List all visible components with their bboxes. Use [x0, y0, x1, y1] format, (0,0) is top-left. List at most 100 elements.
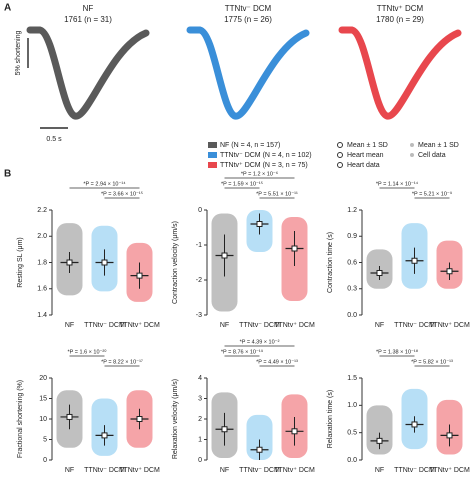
panel-label: B — [4, 169, 11, 180]
y-label: Relaxation velocity (μm/s) — [172, 379, 179, 459]
y-tick-label: 2.2 — [37, 207, 47, 214]
legend-symbol — [337, 152, 343, 158]
trace-title: NF — [83, 4, 94, 13]
heart-mean — [376, 437, 383, 444]
y-tick-label: 1.4 — [37, 312, 47, 319]
y-tick-label: 3 — [198, 395, 202, 402]
x-tick-label: NF — [375, 467, 384, 474]
significance-label: *P = 8.76 × 10⁻¹⁹ — [221, 348, 263, 355]
x-tick-label: TTNtv⁻ DCM — [394, 322, 435, 329]
x-tick-label: NF — [220, 467, 229, 474]
x-tick-label: TTNtv⁺ DCM — [274, 467, 315, 474]
significance-label: *P = 1.59 × 10⁻¹⁵ — [221, 180, 263, 187]
y-tick-label: 1.6 — [37, 286, 47, 293]
heart-mean — [66, 259, 73, 266]
trace — [186, 26, 310, 120]
heart-mean — [411, 257, 418, 264]
significance-label: *P = 3.66 × 10⁻¹⁵ — [101, 190, 143, 197]
heart-mean — [136, 416, 143, 422]
y-tick-label: 20 — [39, 375, 47, 382]
legend-label: NF (N = 4, n = 157) — [220, 142, 280, 149]
significance-label: *P = 1.2 × 10⁻⁶ — [241, 170, 278, 177]
significance-label: *P = 4.39 × 10⁻² — [240, 339, 280, 345]
panel-label: A — [4, 3, 11, 14]
x-tick-label: TTNtv⁺ DCM — [274, 322, 315, 329]
legend-label: Cell data — [418, 152, 446, 159]
y-tick-label: 4 — [198, 375, 202, 382]
x-tick-label: NF — [375, 322, 384, 329]
x-tick-label: TTNtv⁺ DCM — [119, 322, 160, 329]
cell-data-range — [366, 405, 393, 455]
x-tick-label: TTNtv⁻ DCM — [84, 467, 125, 474]
significance-label: *P = 5.82 × 10⁻¹³ — [411, 359, 453, 365]
trace — [338, 26, 462, 120]
y-label: Relaxation time (s) — [327, 390, 334, 448]
y-tick-label: 1.2 — [347, 207, 357, 214]
heart-mean — [256, 221, 263, 227]
heart-mean — [66, 413, 73, 420]
significance-label: *P = 5.51 × 10⁻¹¹ — [256, 191, 298, 197]
y-tick-label: 1 — [198, 436, 202, 443]
y-tick-label: 1.5 — [347, 375, 357, 382]
heart-mean — [446, 268, 453, 275]
x-tick-label: TTNtv⁻ DCM — [394, 467, 435, 474]
significance-label: *P = 2.94 × 10⁻¹⁴ — [83, 180, 126, 187]
y-tick-label: 0.0 — [347, 312, 357, 319]
heart-mean — [101, 432, 108, 439]
y-tick-label: 0 — [43, 457, 47, 464]
scale-label: 0.5 s — [46, 136, 62, 143]
y-tick-label: 0 — [198, 457, 202, 464]
heart-mean — [291, 428, 298, 435]
legend-symbol — [337, 162, 343, 168]
trace-title: TTNtv⁺ DCM — [377, 4, 424, 13]
y-tick-label: -1 — [196, 242, 202, 249]
y-tick-label: -2 — [196, 277, 202, 284]
y-tick-label: 10 — [39, 416, 47, 423]
x-tick-label: TTNtv⁺ DCM — [119, 467, 160, 474]
heart-mean — [411, 421, 418, 428]
legend-swatch — [208, 152, 217, 158]
legend-symbol — [337, 142, 343, 148]
y-tick-label: -3 — [196, 312, 202, 319]
x-tick-label: NF — [220, 322, 229, 329]
legend-label: Heart data — [347, 162, 380, 169]
significance-label: *P = 4.49 × 10⁻¹³ — [256, 359, 298, 365]
trace-subtitle: 1761 (n = 31) — [64, 15, 112, 24]
significance-label: *P = 1.6 × 10⁻²⁰ — [68, 348, 108, 355]
significance-label: *P = 8.22 × 10⁻¹⁷ — [101, 358, 143, 365]
heart-mean — [221, 426, 228, 433]
legend-swatch — [208, 142, 217, 148]
y-tick-label: 0.6 — [347, 259, 357, 266]
x-tick-label: TTNtv⁻ DCM — [84, 322, 125, 329]
trace — [26, 26, 150, 120]
y-tick-label: 0.3 — [347, 286, 357, 293]
heart-mean — [256, 446, 263, 453]
y-tick-label: 0.0 — [347, 457, 357, 464]
significance-label: *P = 1.14 × 10⁻¹⁴ — [376, 180, 419, 187]
significance-label: *P = 5.21 × 10⁻⁹ — [412, 190, 452, 197]
y-tick-label: 1.0 — [347, 402, 357, 409]
x-tick-label: TTNtv⁻ DCM — [239, 467, 280, 474]
legend-label: TTNtv⁻ DCM (N = 4, n = 102) — [220, 152, 312, 159]
y-tick-label: 5 — [43, 436, 47, 443]
legend-label: Mean ± 1 SD — [347, 142, 388, 149]
legend-label: Mean ± 1 SD — [418, 142, 459, 149]
y-tick-label: 2 — [198, 416, 202, 423]
x-tick-label: NF — [65, 322, 74, 329]
significance-label: *P = 1.38 × 10⁻¹⁸ — [376, 348, 418, 355]
x-tick-label: NF — [65, 467, 74, 474]
y-label: Contraction time (s) — [327, 232, 334, 293]
cell-data-range — [246, 414, 273, 460]
heart-mean — [136, 272, 143, 279]
trace-subtitle: 1780 (n = 29) — [376, 15, 424, 24]
y-tick-label: 0 — [198, 207, 202, 214]
y-tick-label: 1.8 — [37, 259, 47, 266]
heart-mean — [446, 432, 453, 439]
y-label: Contraction velocity (μm/s) — [172, 221, 179, 304]
y-tick-label: 0.9 — [347, 233, 357, 240]
legend-symbol — [410, 143, 414, 147]
y-tick-label: 2.0 — [37, 233, 47, 240]
x-tick-label: TTNtv⁻ DCM — [239, 322, 280, 329]
legend-label: TTNtv⁺ DCM (N = 3, n = 75) — [220, 162, 308, 169]
